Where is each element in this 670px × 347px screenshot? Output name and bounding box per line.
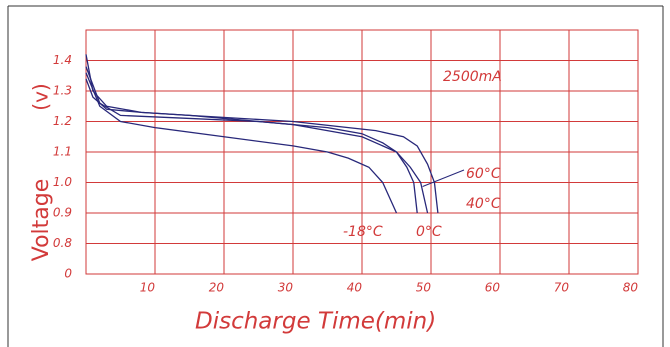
series-label: -18°C bbox=[343, 224, 383, 240]
x-axis-label: Discharge Time(min) bbox=[195, 309, 436, 335]
y-tick-label: 0.9 bbox=[53, 206, 72, 220]
x-tick-label: 80 bbox=[623, 281, 639, 295]
series-line bbox=[85, 66, 418, 214]
series-label: 40°C bbox=[466, 196, 501, 212]
y-tick-label: 1.2 bbox=[53, 114, 72, 128]
series-label: 60°C bbox=[466, 166, 501, 182]
y-tick-label: 1.4 bbox=[53, 53, 72, 67]
y-tick-label: 0 bbox=[64, 267, 72, 281]
series-line bbox=[85, 78, 429, 214]
x-tick-label: 40 bbox=[347, 281, 363, 295]
y-tick-label: 1.0 bbox=[53, 175, 72, 189]
series-label: 0°C bbox=[416, 224, 442, 240]
annotation: 2500mA bbox=[443, 69, 502, 85]
x-tick-label: 50 bbox=[416, 281, 432, 295]
y-tick-label: 0.8 bbox=[53, 236, 72, 250]
y-tick-label: 1.3 bbox=[53, 84, 72, 98]
x-tick-label: 20 bbox=[209, 281, 225, 295]
x-tick-label: 70 bbox=[554, 281, 570, 295]
leader-line bbox=[422, 169, 465, 187]
y-axis-label: Voltage bbox=[29, 179, 54, 262]
y-tick-label: 1.1 bbox=[53, 145, 72, 159]
x-tick-label: 30 bbox=[278, 281, 294, 295]
x-tick-label: 10 bbox=[140, 281, 156, 295]
series-line bbox=[85, 72, 398, 214]
x-tick-label: 60 bbox=[485, 281, 501, 295]
series-line bbox=[85, 54, 439, 214]
y-axis-unit: (v) bbox=[29, 83, 53, 110]
